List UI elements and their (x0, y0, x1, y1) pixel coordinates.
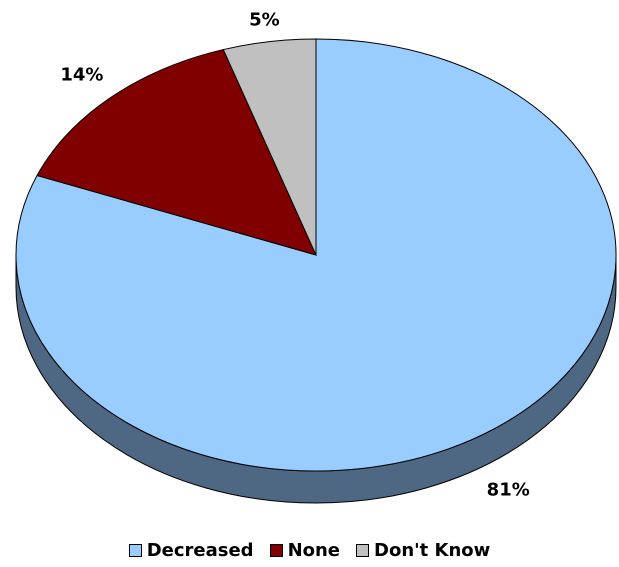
data-label-1: 14% (60, 64, 103, 85)
legend-label-none: None (287, 540, 341, 561)
legend-label-decreased: Decreased (146, 540, 254, 561)
legend-item-dont-know: Don't Know (356, 540, 490, 561)
data-label-0: 81% (487, 480, 530, 501)
legend-item-decreased: Decreased (128, 540, 254, 561)
pie-plot-area: 81% 14% 5% (15, 9, 617, 504)
data-label-2: 5% (249, 9, 280, 30)
legend-swatch-dont-know (356, 544, 370, 557)
legend-label-dont-know: Don't Know (374, 540, 491, 561)
legend-swatch-none (269, 544, 283, 557)
legend-item-none: None (269, 540, 341, 561)
pie-slice-decreased (15, 38, 617, 472)
legend: Decreased None Don't Know (0, 540, 619, 561)
pie-slice-don-t-know (222, 38, 317, 256)
legend-swatch-decreased (128, 544, 142, 557)
